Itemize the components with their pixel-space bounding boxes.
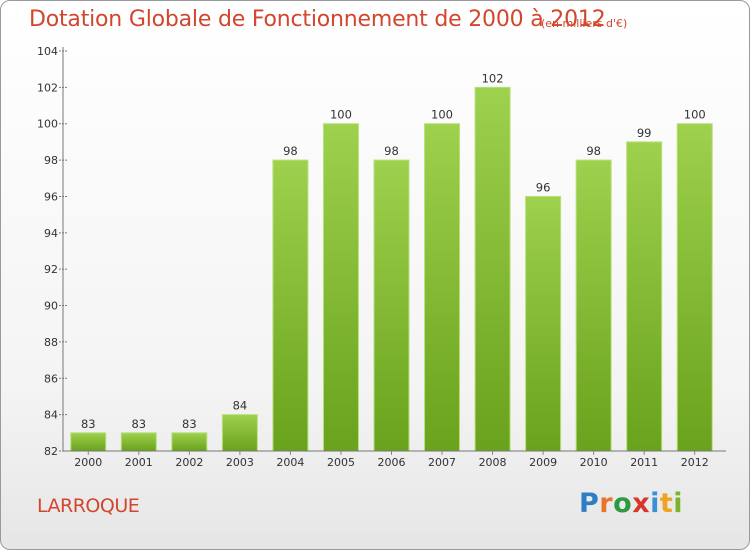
x-tick-label-2006: 2006 bbox=[378, 456, 406, 469]
chart-title: Dotation Globale de Fonctionnement de 20… bbox=[29, 7, 606, 32]
x-tick-label-2008: 2008 bbox=[479, 456, 507, 469]
logo-letter: i bbox=[673, 488, 684, 519]
x-tick-label-2012: 2012 bbox=[681, 456, 709, 469]
y-tick-label-102: 102 bbox=[37, 81, 58, 94]
bar-2005 bbox=[322, 123, 359, 452]
bar-2009 bbox=[525, 195, 562, 452]
value-label-2001: 83 bbox=[131, 417, 146, 431]
bar-2008 bbox=[474, 86, 511, 452]
value-label-2012: 100 bbox=[684, 108, 706, 122]
y-tick-label-84: 84 bbox=[44, 409, 58, 422]
proxiti-logo: Proxiti bbox=[579, 488, 683, 519]
x-tick-label-2002: 2002 bbox=[175, 456, 203, 469]
logo-letter: r bbox=[599, 488, 614, 519]
y-tick-label-92: 92 bbox=[44, 263, 58, 276]
bar-2006 bbox=[373, 159, 410, 452]
value-label-2007: 100 bbox=[431, 108, 453, 122]
y-tick-label-82: 82 bbox=[44, 445, 58, 458]
y-tick-label-100: 100 bbox=[37, 118, 58, 131]
value-label-2002: 83 bbox=[182, 417, 197, 431]
y-tick-label-98: 98 bbox=[44, 154, 58, 167]
y-tick-label-90: 90 bbox=[44, 300, 58, 313]
y-tick-label-94: 94 bbox=[44, 227, 58, 240]
commune-name: LARROQUE bbox=[37, 495, 140, 517]
bar-2001 bbox=[120, 432, 157, 452]
bar-2003 bbox=[221, 414, 258, 452]
x-tick-label-2009: 2009 bbox=[529, 456, 557, 469]
value-label-2004: 98 bbox=[283, 144, 298, 158]
value-label-2000: 83 bbox=[81, 417, 96, 431]
x-tick-label-2011: 2011 bbox=[630, 456, 658, 469]
x-tick-label-2003: 2003 bbox=[226, 456, 254, 469]
value-label-2006: 98 bbox=[384, 144, 399, 158]
logo-letter: o bbox=[613, 488, 633, 519]
value-label-2008: 102 bbox=[482, 71, 504, 85]
y-tick-label-88: 88 bbox=[44, 336, 58, 349]
bar-2002 bbox=[171, 432, 208, 452]
logo-letter: x bbox=[632, 488, 651, 519]
value-label-2009: 96 bbox=[536, 180, 551, 194]
unit-note: (en milliers d'€) bbox=[541, 17, 628, 30]
y-tick-label-86: 86 bbox=[44, 372, 58, 385]
x-tick-label-2000: 2000 bbox=[74, 456, 102, 469]
logo-letter: t bbox=[659, 488, 674, 519]
value-label-2011: 99 bbox=[637, 126, 652, 140]
x-tick-label-2010: 2010 bbox=[580, 456, 608, 469]
bar-2011 bbox=[626, 141, 663, 452]
bar-2007 bbox=[424, 123, 461, 452]
bar-2000 bbox=[70, 432, 107, 452]
y-tick-label-96: 96 bbox=[44, 190, 58, 203]
logo-letter: P bbox=[579, 488, 600, 519]
x-tick-label-2007: 2007 bbox=[428, 456, 456, 469]
x-tick-label-2004: 2004 bbox=[276, 456, 304, 469]
bar-2010 bbox=[575, 159, 612, 452]
x-tick-label-2001: 2001 bbox=[125, 456, 153, 469]
bar-2004 bbox=[272, 159, 309, 452]
value-label-2003: 84 bbox=[233, 399, 248, 413]
bar-2012 bbox=[676, 123, 713, 452]
value-label-2005: 100 bbox=[330, 108, 352, 122]
logo-letter: i bbox=[650, 488, 660, 519]
value-label-2010: 98 bbox=[586, 144, 601, 158]
x-tick-label-2005: 2005 bbox=[327, 456, 355, 469]
y-tick-label-104: 104 bbox=[37, 45, 58, 58]
